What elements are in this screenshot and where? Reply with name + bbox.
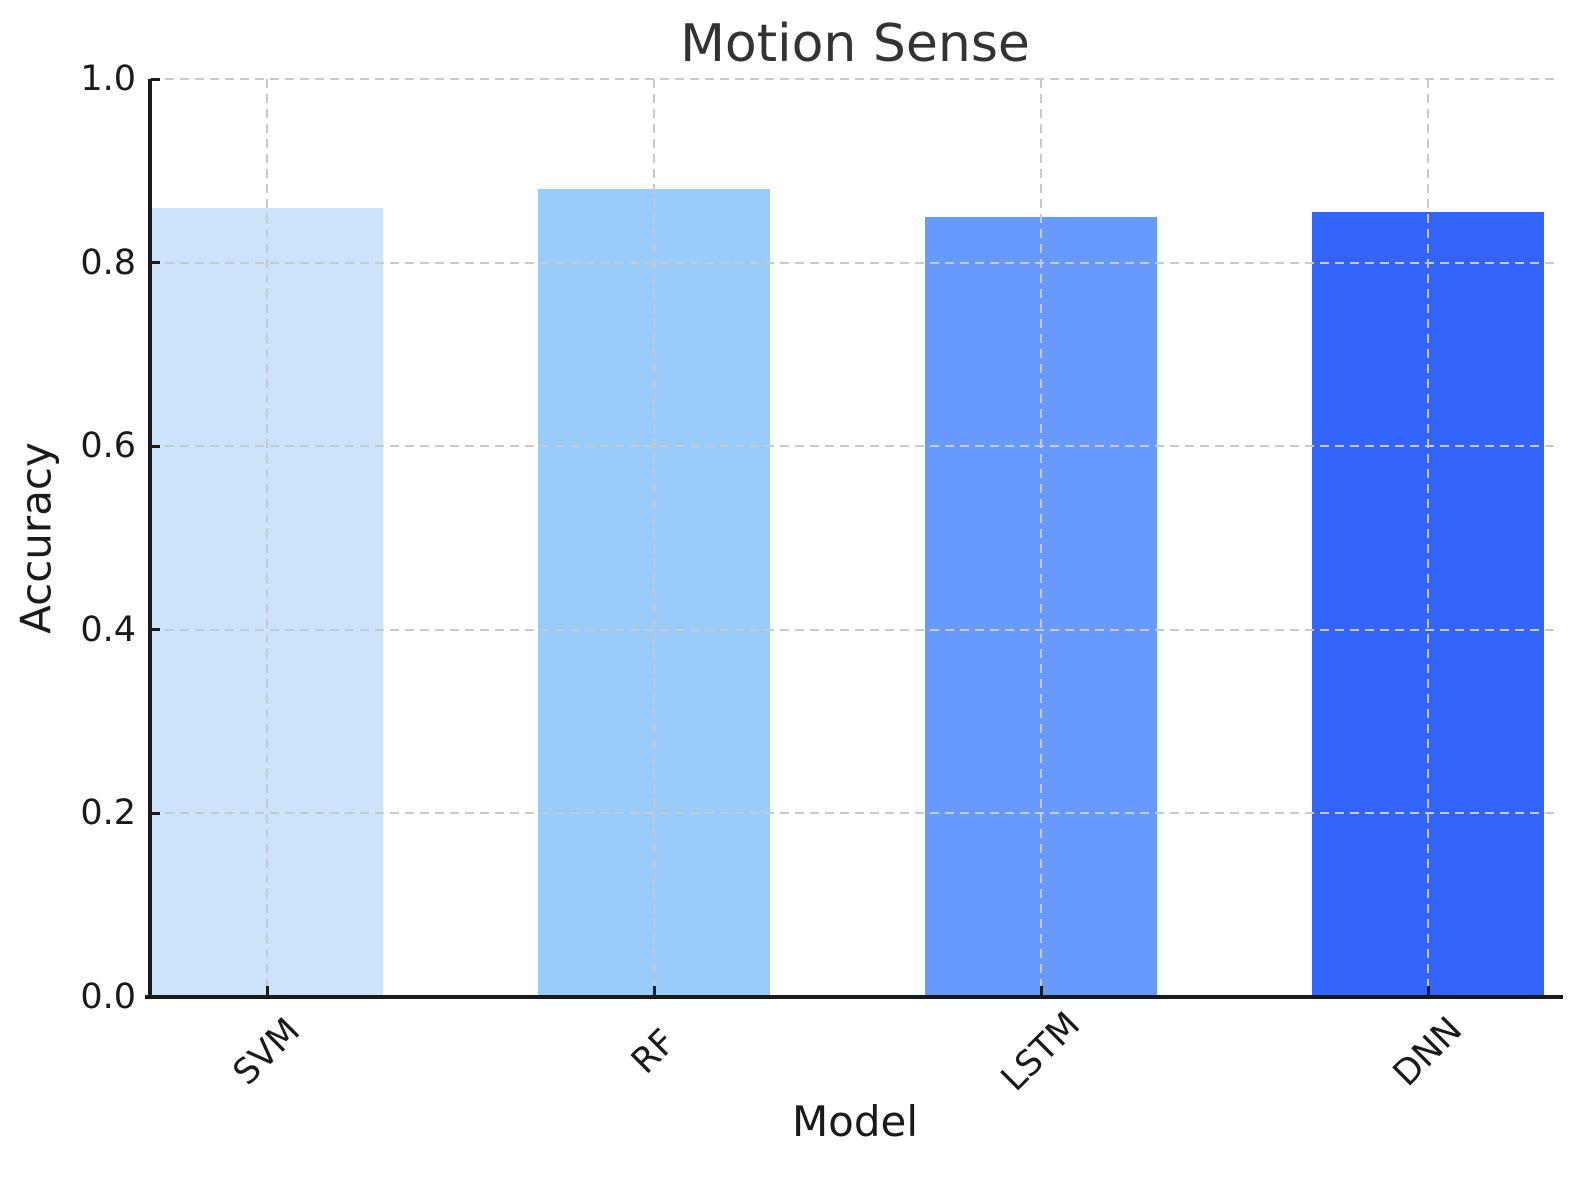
x-axis-label: Model [791,1097,919,1146]
gridline-horizontal [150,261,1560,264]
x-axis-spine [145,995,1563,999]
y-tick-label-0.6: 0.6 [80,426,136,467]
y-axis-spine [148,79,152,999]
gridline-vertical [1040,79,1043,997]
y-tick-mark [151,995,160,999]
gridline-vertical [653,79,656,997]
y-tick-label-0.2: 0.2 [80,793,136,834]
chart-title: Motion Sense [680,14,1030,74]
y-tick-label-1.0: 1.0 [80,59,136,99]
x-tick-label-dnn: DNN [1385,1009,1471,1095]
gridline-horizontal [150,78,1560,80]
y-tick-mark [151,444,160,448]
x-tick-mark [265,986,269,995]
y-tick-label-0.8: 0.8 [80,242,136,283]
y-tick-mark [151,628,160,632]
y-tick-label-0.4: 0.4 [80,609,136,650]
y-tick-label-0.0: 0.0 [80,977,136,1017]
y-axis-label: Accuracy [11,442,61,634]
gridline-horizontal [150,628,1560,631]
x-tick-mark [652,986,656,995]
gridline-horizontal [150,812,1560,815]
y-tick-mark [151,261,160,265]
x-tick-mark [1039,986,1043,995]
y-tick-mark [151,77,160,81]
gridline-vertical [266,79,269,997]
x-tick-label-lstm: LSTM [993,1004,1089,1100]
x-tick-label-rf: RF [624,1022,684,1082]
x-tick-label-svm: SVM [225,1010,309,1094]
gridline-vertical [1427,79,1430,997]
gridline-horizontal [150,445,1560,448]
x-tick-mark [1426,986,1430,995]
plot-area [150,78,1560,997]
y-tick-mark [151,811,160,815]
